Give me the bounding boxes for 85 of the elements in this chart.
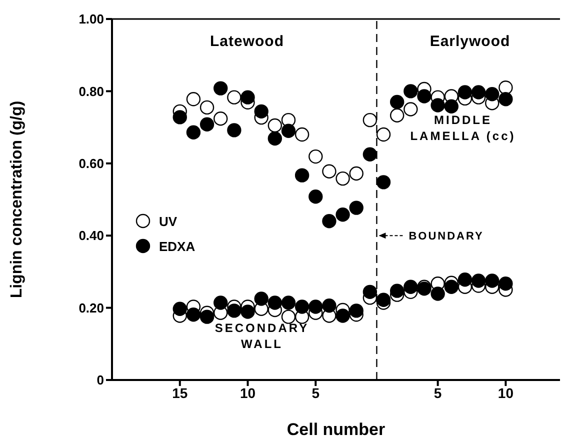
point [417,89,432,104]
point [294,168,310,182]
point [254,104,268,119]
point [308,190,323,204]
point [458,272,472,287]
point [404,84,418,98]
point [390,108,404,122]
ref-line-label: BOUNDARY [408,230,484,243]
point [281,310,296,324]
point [376,175,391,190]
y-tick-label: 0 [96,372,104,388]
point [362,284,378,300]
x-tick-label: 10 [498,384,514,401]
point [390,284,404,298]
point [444,99,458,114]
point [471,85,486,100]
point [308,149,323,164]
point [430,98,445,112]
point [200,117,214,132]
point [485,274,500,288]
point [200,100,214,115]
y-tick-label: 0.60 [78,156,104,172]
point [498,276,513,291]
y-tick-label: 0.40 [78,228,104,244]
annotation: MIDDLE LAMELLA (cc) [410,113,516,143]
point [322,214,336,228]
point [268,296,282,310]
point [390,94,404,110]
point [227,123,242,138]
point [214,112,228,126]
annotation: Latewood [210,33,284,50]
point [404,102,418,116]
point [322,298,336,313]
legend-label: UV [159,214,178,228]
y-tick-label: 0.80 [78,84,104,99]
annotation: SECONDARY WALL [214,321,310,351]
point [240,304,255,319]
point [214,81,228,96]
point [362,147,378,162]
point [281,296,296,310]
point [349,200,364,215]
point [227,304,242,318]
point [294,300,310,314]
x-tick-label: 5 [434,384,442,401]
point [254,292,268,306]
point [404,280,418,294]
point [376,292,391,307]
y-axis-title: Lignin concentration (g/g) [8,100,26,298]
point [172,302,187,316]
y-tick-label: 1.00 [78,12,104,27]
point [200,310,214,324]
point [336,308,350,323]
point [240,90,255,104]
point [268,118,282,133]
point [281,124,296,138]
point [430,286,445,301]
point [186,125,201,140]
point [186,92,201,106]
x-tick-label: 5 [312,384,320,401]
point [444,280,458,294]
point [376,127,391,142]
point [268,131,282,146]
point [308,300,323,314]
point [214,296,228,310]
point [362,112,378,128]
point [498,80,513,95]
point [458,85,472,100]
point [471,274,486,288]
y-tick-label: 0.20 [78,300,104,316]
x-axis-title: Cell number [286,420,386,439]
point [485,86,500,102]
point [336,208,350,222]
point [294,127,310,142]
x-tick-label: 10 [240,384,256,401]
x-tick-label: 15 [172,384,188,401]
point [186,308,201,322]
point [227,90,242,104]
point [336,171,350,186]
point [172,110,187,124]
annotation: Earlywood [430,33,510,50]
point [322,164,336,178]
legend-label: EDXA [159,238,196,254]
point [498,92,513,106]
point [349,304,364,318]
point [349,166,364,181]
